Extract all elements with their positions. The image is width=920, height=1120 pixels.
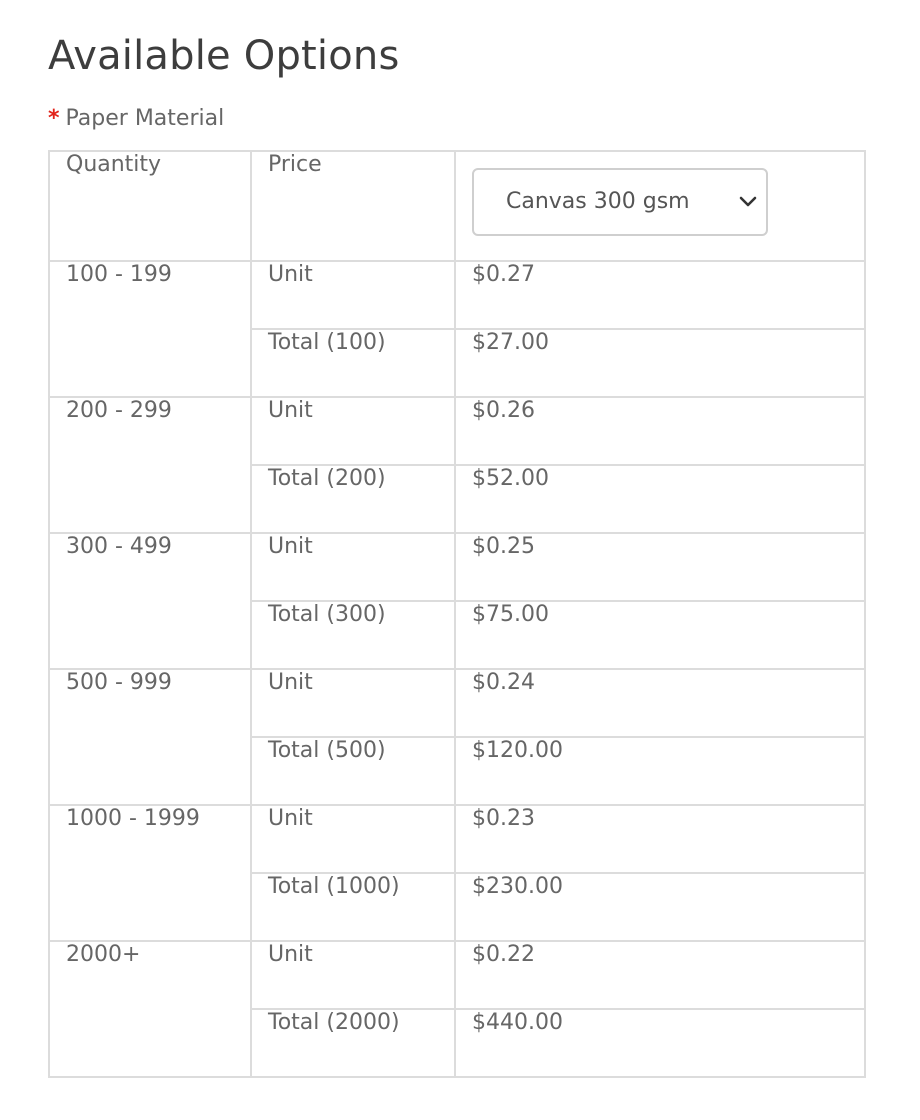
paper-material-select-value: Canvas 300 gsm [506, 189, 690, 214]
unit-price: $0.26 [454, 396, 866, 466]
pricing-table: Quantity Price Canvas 300 gsm 100 - 199 … [48, 150, 866, 1078]
tier-row-total: Total (100) $27.00 [49, 328, 866, 398]
tier-quantity: 2000+ [48, 940, 252, 1078]
unit-price: $0.23 [454, 804, 866, 874]
material-select-cell: Canvas 300 gsm [454, 150, 866, 262]
paper-material-label-text: Paper Material [65, 106, 225, 131]
total-price: $75.00 [454, 600, 866, 670]
unit-price: $0.27 [454, 260, 866, 330]
paper-material-select[interactable]: Canvas 300 gsm [472, 168, 768, 236]
unit-price: $0.22 [454, 940, 866, 1010]
chevron-down-icon [739, 196, 757, 207]
unit-label: Unit [250, 260, 456, 330]
unit-label: Unit [250, 940, 456, 1010]
total-price: $440.00 [454, 1008, 866, 1078]
tier-row-unit: 500 - 999 Unit $0.24 [48, 668, 866, 806]
total-label: Total (200) [250, 464, 456, 534]
paper-material-label: * Paper Material [48, 104, 224, 134]
total-label: Total (300) [250, 600, 456, 670]
total-label: Total (100) [250, 328, 456, 398]
total-label: Total (1000) [250, 872, 456, 942]
total-price: $120.00 [454, 736, 866, 806]
unit-label: Unit [250, 396, 456, 466]
unit-price: $0.25 [454, 532, 866, 602]
tier-row-unit: 200 - 299 Unit $0.26 [48, 396, 866, 534]
unit-price: $0.24 [454, 668, 866, 738]
total-price: $27.00 [454, 328, 866, 398]
tier-quantity: 300 - 499 [48, 532, 252, 670]
tier-row-total: Total (1000) $230.00 [49, 872, 866, 942]
total-label: Total (2000) [250, 1008, 456, 1078]
unit-label: Unit [250, 532, 456, 602]
pricing-header-row: Quantity Price Canvas 300 gsm [48, 150, 866, 262]
tier-row-unit: 1000 - 1999 Unit $0.23 [48, 804, 866, 942]
quantity-header: Quantity [48, 150, 252, 262]
tier-row-total: Total (2000) $440.00 [49, 1008, 866, 1078]
tier-quantity: 100 - 199 [48, 260, 252, 398]
tier-row-total: Total (300) $75.00 [49, 600, 866, 670]
price-header: Price [250, 150, 456, 262]
tier-row-unit: 2000+ Unit $0.22 [48, 940, 866, 1078]
tier-quantity: 1000 - 1999 [48, 804, 252, 942]
total-price: $230.00 [454, 872, 866, 942]
unit-label: Unit [250, 804, 456, 874]
tier-row-total: Total (500) $120.00 [49, 736, 866, 806]
total-label: Total (500) [250, 736, 456, 806]
unit-label: Unit [250, 668, 456, 738]
tier-row-unit: 100 - 199 Unit $0.27 [48, 260, 866, 398]
page-title: Available Options [48, 33, 400, 79]
tier-row-unit: 300 - 499 Unit $0.25 [48, 532, 866, 670]
tier-row-total: Total (200) $52.00 [49, 464, 866, 534]
tier-quantity: 500 - 999 [48, 668, 252, 806]
tier-quantity: 200 - 299 [48, 396, 252, 534]
total-price: $52.00 [454, 464, 866, 534]
required-marker: * [48, 106, 60, 131]
